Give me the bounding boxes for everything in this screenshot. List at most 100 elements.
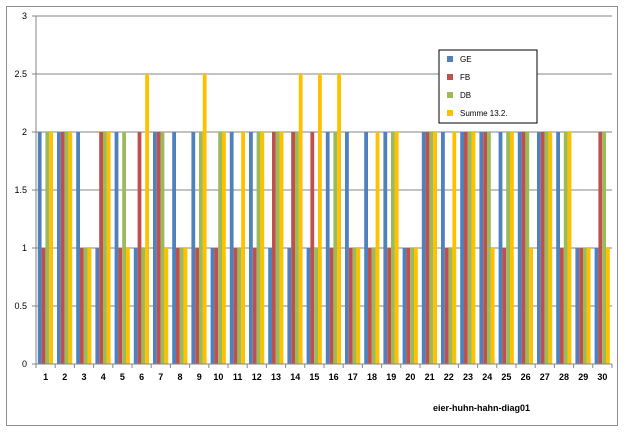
bar-ge-2 xyxy=(57,132,61,364)
bar-fb-23 xyxy=(464,132,468,364)
x-tick-label-5: 5 xyxy=(120,372,125,382)
x-tick-label-18: 18 xyxy=(367,372,377,382)
bar-db-14 xyxy=(295,132,299,364)
bar-summe-23 xyxy=(471,132,476,364)
x-tick-label-28: 28 xyxy=(559,372,569,382)
x-tick-label-13: 13 xyxy=(271,372,281,382)
bar-summe-9 xyxy=(202,74,207,364)
bar-db-10 xyxy=(218,132,222,364)
bar-summe-15 xyxy=(318,74,322,364)
bar-db-3 xyxy=(83,248,88,364)
x-tick-label-22: 22 xyxy=(444,372,454,382)
y-tick-label-4: 2 xyxy=(22,127,27,137)
bar-ge-26 xyxy=(517,132,522,364)
legend-swatch-fb xyxy=(447,74,453,80)
x-tick-label-30: 30 xyxy=(597,372,607,382)
bar-fb-28 xyxy=(560,248,564,364)
bar-fb-17 xyxy=(348,248,353,364)
bar-db-12 xyxy=(256,132,261,364)
bar-fb-26 xyxy=(521,132,526,364)
bar-fb-5 xyxy=(118,248,123,364)
bar-db-15 xyxy=(314,248,318,364)
legend-swatch-db xyxy=(447,92,453,98)
bar-ge-3 xyxy=(76,132,80,364)
bar-fb-12 xyxy=(252,248,257,364)
bar-summe-17 xyxy=(356,248,361,364)
bar-fb-2 xyxy=(60,132,65,364)
bar-db-7 xyxy=(160,132,165,364)
x-tick-label-29: 29 xyxy=(578,372,588,382)
bar-fb-25 xyxy=(502,248,507,364)
bar-summe-16 xyxy=(337,74,341,364)
bar-db-20 xyxy=(410,248,414,364)
legend: GE FB DB Summe 13.2. xyxy=(438,49,538,124)
bar-summe-27 xyxy=(548,132,553,364)
bar-fb-13 xyxy=(272,132,276,364)
x-tick-label-2: 2 xyxy=(62,372,67,382)
bar-ge-23 xyxy=(460,132,464,364)
bar-db-26 xyxy=(525,132,530,364)
bar-ge-18 xyxy=(364,132,368,364)
bar-summe-10 xyxy=(222,132,226,364)
bar-fb-15 xyxy=(310,132,315,364)
x-tick-label-10: 10 xyxy=(213,372,223,382)
bar-summe-22 xyxy=(452,132,457,364)
bar-ge-14 xyxy=(287,248,292,364)
x-tick-label-17: 17 xyxy=(348,372,358,382)
y-tick-labels: 0 0.5 1 1.5 2 2.5 3 xyxy=(14,11,27,369)
bar-summe-25 xyxy=(510,132,514,364)
bar-summe-14 xyxy=(298,74,303,364)
bars xyxy=(37,74,610,364)
bar-ge-19 xyxy=(383,132,388,364)
bar-fb-19 xyxy=(387,248,391,364)
bar-db-18 xyxy=(371,248,376,364)
x-tick-label-3: 3 xyxy=(81,372,86,382)
bar-ge-22 xyxy=(441,132,445,364)
bar-fb-18 xyxy=(368,248,372,364)
x-tick-label-9: 9 xyxy=(197,372,202,382)
bar-db-25 xyxy=(506,132,510,364)
bar-ge-15 xyxy=(306,248,311,364)
x-tick-labels: 1 2 3 4 5 6 7 8 9 10 11 12 13 14 15 16 17 18 19 20 21 22 23 24 2… xyxy=(43,372,607,382)
x-tick-label-12: 12 xyxy=(252,372,262,382)
y-tick-label-1: 0.5 xyxy=(14,301,27,311)
x-tick-label-11: 11 xyxy=(233,372,243,382)
legend-label-summe: Summe 13.2. xyxy=(460,109,508,118)
bar-db-13 xyxy=(275,132,280,364)
bar-ge-6 xyxy=(133,248,138,364)
x-tick-label-8: 8 xyxy=(177,372,182,382)
bar-ge-5 xyxy=(114,132,119,364)
bar-summe-13 xyxy=(279,132,284,364)
bar-summe-30 xyxy=(606,248,610,364)
bar-db-16 xyxy=(333,132,338,364)
bar-db-27 xyxy=(544,132,549,364)
chart-caption: eier-huhn-hahn-diag01 xyxy=(433,403,530,413)
bar-db-11 xyxy=(237,248,242,364)
bar-fb-7 xyxy=(156,132,161,364)
bar-fb-6 xyxy=(137,132,142,364)
y-tick-label-3: 1.5 xyxy=(14,185,27,195)
legend-label-fb: FB xyxy=(460,73,470,82)
bar-ge-1 xyxy=(37,132,42,364)
x-tick-label-4: 4 xyxy=(101,372,106,382)
bar-ge-9 xyxy=(191,132,196,364)
bar-fb-21 xyxy=(425,132,430,364)
bar-ge-30 xyxy=(594,248,599,364)
bar-db-28 xyxy=(563,132,568,364)
x-tick-label-23: 23 xyxy=(463,372,473,382)
bar-ge-25 xyxy=(498,132,503,364)
bar-summe-3 xyxy=(87,248,92,364)
x-tick-label-26: 26 xyxy=(521,372,531,382)
bar-fb-8 xyxy=(176,248,180,364)
y-tick-label-0: 0 xyxy=(22,359,27,369)
x-tick-label-27: 27 xyxy=(540,372,550,382)
bar-summe-6 xyxy=(145,74,149,364)
x-tick-label-24: 24 xyxy=(482,372,492,382)
bar-db-9 xyxy=(199,132,203,364)
gridlines xyxy=(36,15,612,307)
bar-fb-29 xyxy=(579,248,583,364)
bar-summe-12 xyxy=(260,132,265,364)
bar-fb-3 xyxy=(80,248,84,364)
bar-summe-26 xyxy=(529,248,533,364)
bar-db-1 xyxy=(45,132,50,364)
